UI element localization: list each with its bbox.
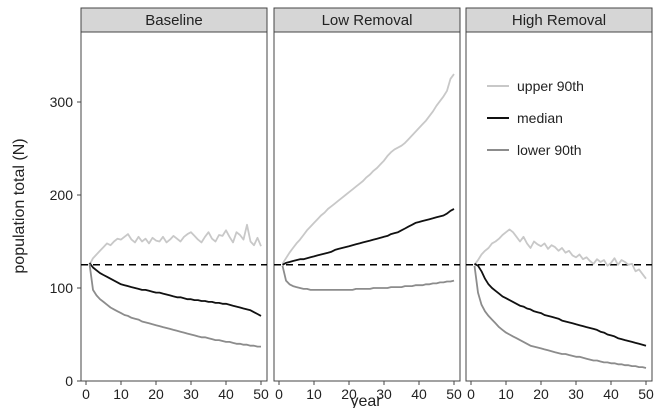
x-tick-label: 10 [113, 386, 129, 402]
x-tick-label: 40 [603, 386, 619, 402]
series-upper-line-panel-2 [281, 73, 455, 265]
panel-strip-2 [273, 7, 461, 33]
x-tick-label: 0 [82, 386, 90, 402]
x-tick-label: 10 [306, 386, 322, 402]
panel-title-1: Baseline [145, 12, 203, 29]
x-tick-label: 50 [638, 386, 654, 402]
x-tick-label: 0 [467, 386, 475, 402]
x-tick-label: 40 [411, 386, 427, 402]
legend-label-lower: lower 90th [517, 142, 582, 158]
y-tick-label: 0 [65, 373, 73, 389]
series-lower-line-panel-1 [88, 263, 261, 348]
x-tick-label: 20 [148, 386, 164, 402]
legend-label-median: median [517, 110, 563, 126]
panel-frame-1 [80, 31, 268, 382]
x-tick-label: 10 [498, 386, 514, 402]
panel-frame-3 [465, 31, 653, 382]
series-median-line-panel-1 [88, 262, 262, 317]
y-tick-label: 200 [50, 187, 74, 203]
x-tick-label: 50 [253, 386, 269, 402]
legend-label-upper: upper 90th [517, 78, 584, 94]
x-tick-label: 30 [376, 386, 392, 402]
series-median-line-panel-2 [282, 208, 455, 266]
y-axis-label: population total (N) [11, 138, 28, 273]
panel-title-3: High Removal [512, 12, 606, 29]
y-tick-label: 300 [50, 94, 74, 110]
x-tick-label: 30 [568, 386, 584, 402]
series-median-line-panel-3 [474, 263, 647, 347]
panel-title-2: Low Removal [322, 12, 413, 29]
panel-strip-3 [465, 7, 653, 33]
x-axis-label: year [350, 393, 382, 408]
series-lower-line-panel-3 [473, 265, 647, 369]
series-upper-line-panel-1 [88, 223, 262, 266]
y-tick-label: 100 [50, 280, 74, 296]
x-tick-label: 20 [341, 386, 357, 402]
x-tick-label: 40 [218, 386, 234, 402]
panel-frame-2 [273, 31, 461, 382]
series-upper-line-panel-3 [473, 228, 647, 280]
x-tick-label: 50 [446, 386, 462, 402]
panel-strip-1 [80, 7, 268, 33]
x-tick-label: 0 [275, 386, 283, 402]
x-tick-label: 20 [533, 386, 549, 402]
x-tick-label: 30 [183, 386, 199, 402]
series-lower-line-panel-2 [281, 265, 455, 291]
